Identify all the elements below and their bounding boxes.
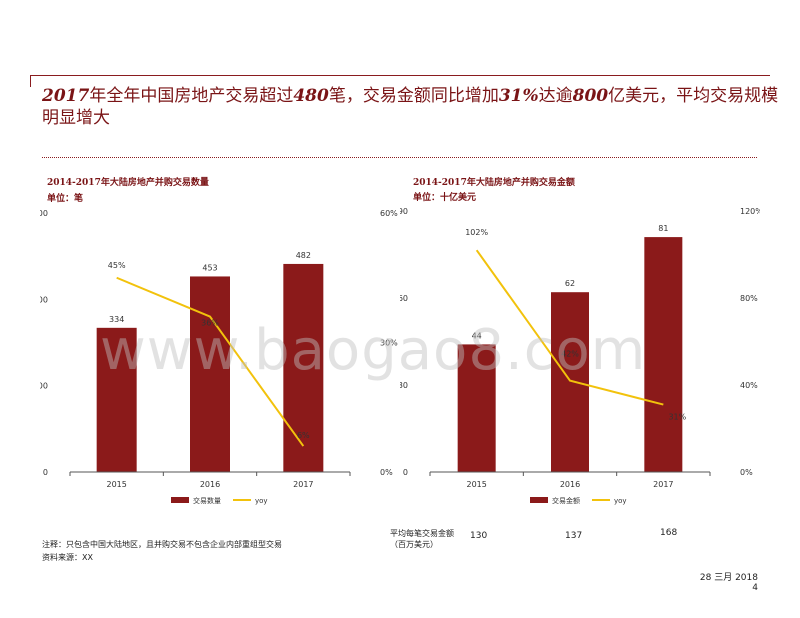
chart1-yleft-tick-3: 600 bbox=[40, 209, 48, 218]
title-rule bbox=[30, 75, 770, 76]
chart1-yright-tick-0: 0% bbox=[380, 468, 393, 477]
chart2-yoy-line bbox=[475, 249, 664, 406]
title-part-4: 31% bbox=[498, 86, 539, 106]
title-part-1: 年全年中国房地产交易超过 bbox=[89, 86, 294, 106]
chart2-yright-tick-2: 80% bbox=[740, 294, 758, 303]
chart1-bar-2015 bbox=[96, 327, 137, 472]
chart2-bar-2017 bbox=[644, 237, 683, 472]
footer-date: 28 三月 2018 bbox=[699, 573, 758, 583]
chart1-yright-tick-2: 60% bbox=[380, 209, 398, 218]
chart2-legend-bar-swatch bbox=[530, 497, 548, 503]
chart2-yoy-label-2016: 42% bbox=[561, 350, 579, 359]
title-part-3: 笔，交易金额同比增加 bbox=[328, 86, 499, 106]
chart2-yleft-tick-2: 60 bbox=[400, 294, 408, 303]
slide-title: 2017年全年中国房地产交易超过480笔，交易金额同比增加31%达逾800亿美元… bbox=[42, 85, 782, 129]
chart1-bar-label-2016: 453 bbox=[202, 263, 217, 272]
chart1-bar-label-2015: 334 bbox=[109, 315, 124, 324]
avg-label: 平均每笔交易金额 （百万美元） bbox=[390, 528, 454, 550]
chart1-unit: 单位：笔 bbox=[47, 194, 84, 204]
chart1-yleft-tick-0: 0 bbox=[43, 468, 48, 477]
chart2-yoy-label-2015: 102% bbox=[465, 228, 488, 237]
chart2-bar-label-2015: 44 bbox=[472, 331, 482, 340]
source-text: 资料来源：XX bbox=[42, 553, 93, 562]
chart2-yright-tick-1: 40% bbox=[740, 381, 758, 390]
avg-label-line1: 平均每笔交易金额 bbox=[390, 529, 454, 538]
chart2-bar-2015 bbox=[457, 344, 496, 472]
chart2-legend-line-label: yoy bbox=[614, 497, 627, 505]
title-part-5: 达逾 bbox=[538, 86, 573, 106]
watermark: www.baogao8.com bbox=[100, 318, 647, 383]
page-number: 4 bbox=[752, 583, 758, 593]
chart1-yoy-label-2015: 45% bbox=[108, 261, 126, 270]
note-text: 注释：只包含中国大陆地区，且并购交易不包含企业内部重组型交易 bbox=[42, 540, 282, 549]
chart2-unit: 单位：十亿美元 bbox=[413, 193, 477, 203]
chart1-legend-bar-label: 交易数量 bbox=[193, 496, 221, 505]
chart1-yright-tick-1: 30% bbox=[380, 339, 398, 348]
chart1-legend-line-label: yoy bbox=[255, 497, 268, 505]
chart1-yleft-tick-2: 400 bbox=[40, 295, 48, 304]
chart2-yleft-tick-0: 0 bbox=[403, 468, 408, 477]
chart2-xtick-2015: 2015 bbox=[466, 480, 486, 489]
chart2-yoy-label-2017: 31% bbox=[668, 413, 686, 422]
chart1-yoy-line bbox=[116, 276, 305, 447]
chart2-yright-tick-0: 0% bbox=[740, 468, 753, 477]
dotted-separator bbox=[42, 157, 757, 158]
chart1-xtick-2016: 2016 bbox=[200, 480, 220, 489]
avg-label-line2: （百万美元） bbox=[390, 540, 438, 549]
chart2-svg: 0 30 60 90 0% 40% 80% 120% 44 2015 62 2016 81 2017 102… bbox=[400, 207, 760, 505]
avg-value-2017: 168 bbox=[660, 528, 678, 538]
chart2-title: 2014-2017年大陆房地产并购交易金额 bbox=[413, 178, 575, 188]
title-part-6: 800 bbox=[572, 86, 609, 106]
chart2-yright-tick-3: 120% bbox=[740, 207, 760, 216]
chart1-bar-2016 bbox=[190, 276, 230, 472]
chart2-xtick-2017: 2017 bbox=[653, 480, 673, 489]
chart1-xtick-2017: 2017 bbox=[293, 480, 313, 489]
chart1-bar-label-2017: 482 bbox=[296, 251, 311, 260]
title-part-7: 亿美元，平均交易规模明显增大 bbox=[42, 86, 779, 128]
title-part-0: 2017 bbox=[42, 86, 90, 106]
chart1-yoy-label-2016: 36% bbox=[201, 319, 219, 328]
chart2-bar-2016 bbox=[551, 292, 589, 472]
chart1-title: 2014-2017年大陆房地产并购交易数量 bbox=[47, 178, 209, 188]
title-rule-tick bbox=[30, 75, 31, 87]
chart2-legend-bar-label: 交易金额 bbox=[552, 496, 580, 505]
chart2-yleft-tick-3: 90 bbox=[400, 207, 408, 216]
avg-value-2015: 130 bbox=[470, 531, 488, 541]
chart1-svg: 0 200 400 600 0% 30% 60% 334 2015 453 2016 482 2017 4… bbox=[40, 209, 398, 505]
title-part-2: 480 bbox=[293, 86, 329, 106]
chart1-yoy-label-2017: 6% bbox=[297, 431, 310, 440]
chart2-xtick-2016: 2016 bbox=[560, 480, 580, 489]
chart2-bar-label-2016: 62 bbox=[565, 279, 575, 288]
chart2-yleft-tick-1: 30 bbox=[400, 381, 408, 390]
avg-value-2016: 137 bbox=[565, 531, 583, 541]
chart1-legend-bar-swatch bbox=[171, 497, 189, 503]
chart1-bar-2017 bbox=[283, 263, 324, 472]
chart2-bar-label-2017: 81 bbox=[658, 224, 668, 233]
chart1-xtick-2015: 2015 bbox=[106, 480, 126, 489]
chart1-yleft-tick-1: 200 bbox=[40, 382, 48, 391]
